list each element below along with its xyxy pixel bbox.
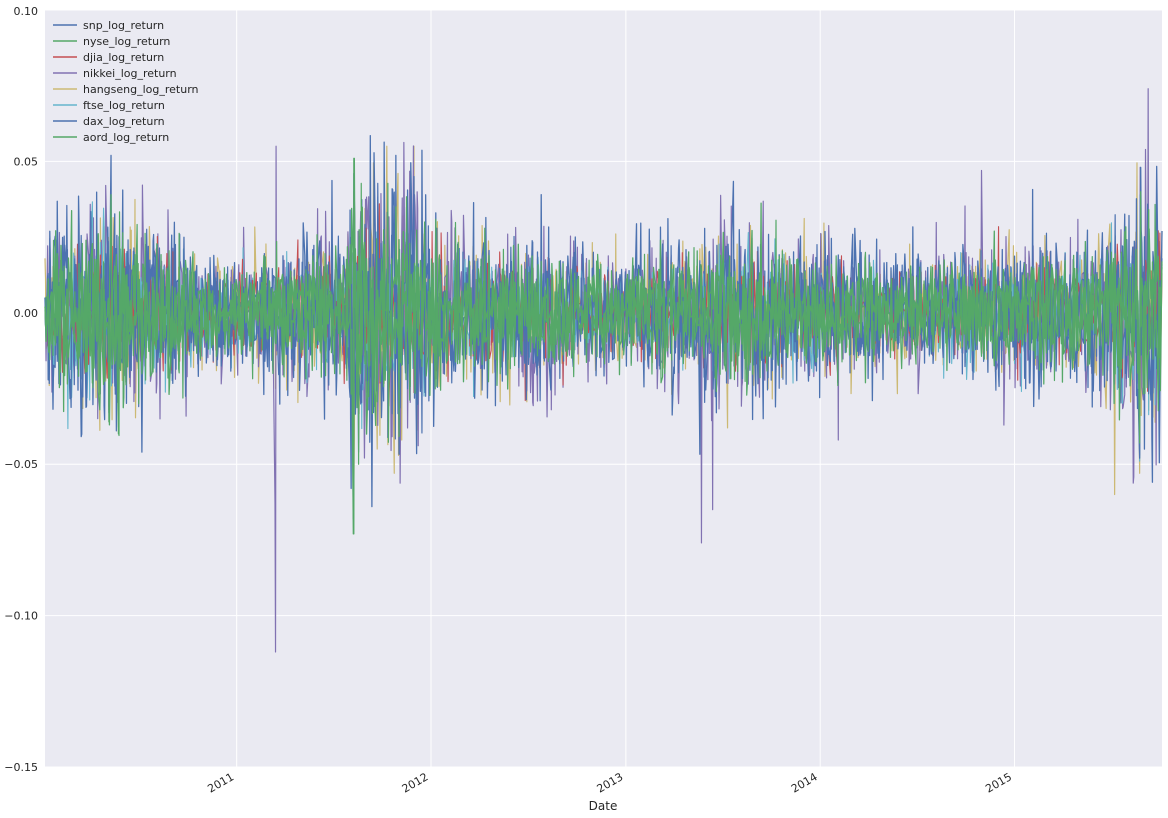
y-tick-label: −0.10 [4, 610, 38, 623]
legend-label: dax_log_return [83, 115, 165, 128]
x-tick-label: 2013 [595, 770, 626, 795]
legend: snp_log_return nyse_log_return djia_log_re… [53, 19, 199, 144]
x-tick-label: 2011 [205, 770, 236, 795]
y-tick-label: 0.05 [14, 155, 39, 168]
y-tick-label: 0.00 [14, 307, 39, 320]
legend-label: nikkei_log_return [83, 67, 177, 80]
x-axis-title: Date [589, 799, 618, 813]
legend-label: aord_log_return [83, 131, 169, 144]
series-line-aord-log-return [44, 157, 1163, 535]
legend-label: djia_log_return [83, 51, 164, 64]
y-tick-label: −0.15 [4, 761, 38, 774]
legend-label: nyse_log_return [83, 35, 170, 48]
x-tick-label: 2012 [400, 770, 431, 795]
legend-label: snp_log_return [83, 19, 164, 32]
x-axis-ticks: 2011 2012 2013 2014 2015 [205, 770, 1014, 795]
series-lines [44, 88, 1163, 653]
x-tick-label: 2014 [789, 770, 820, 795]
y-tick-label: 0.10 [14, 5, 39, 18]
legend-label: hangseng_log_return [83, 83, 199, 96]
x-tick-label: 2015 [983, 770, 1014, 795]
y-tick-label: −0.05 [4, 458, 38, 471]
legend-label: ftse_log_return [83, 99, 165, 112]
y-axis-ticks: 0.10 0.05 0.00 −0.05 −0.10 −0.15 [4, 5, 38, 774]
plot-area [45, 10, 1162, 767]
